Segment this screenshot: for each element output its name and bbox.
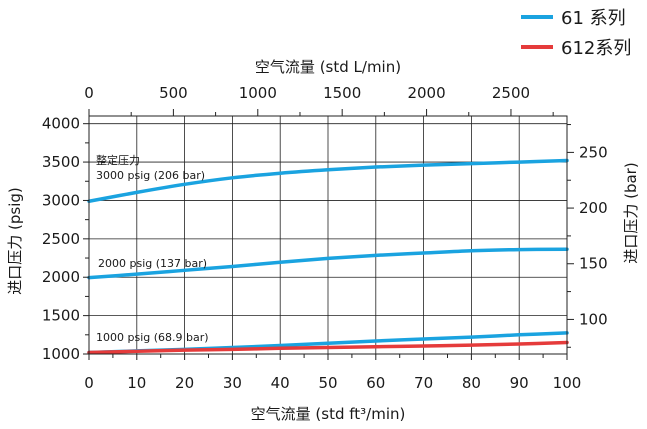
legend-label-612: 612系列 xyxy=(561,38,631,59)
series-line-612-1000psig xyxy=(87,340,569,355)
x-bottom-axis-title: 空气流量 (std ft³/min) xyxy=(251,405,406,423)
legend: 61 系列 612系列 xyxy=(521,8,631,59)
x-bottom-tick-label: 90 xyxy=(510,374,529,392)
x-bottom-tick-label: 100 xyxy=(553,374,582,392)
x-top-tick-label: 2500 xyxy=(492,84,530,102)
label-2000-psig: 2000 psig (137 bar) xyxy=(98,257,207,270)
y-left-tick-label: 1000 xyxy=(42,345,80,363)
y-right-axis-title: 进口压力 (bar) xyxy=(622,162,640,263)
y-left-tick-label: 1500 xyxy=(42,307,80,325)
y-right-tick-label: 200 xyxy=(579,199,608,217)
label-1000-psig: 1000 psig (68.9 bar) xyxy=(96,331,209,344)
x-top-tick-label: 2000 xyxy=(407,84,445,102)
y-right-tick-label: 100 xyxy=(579,310,608,328)
x-bottom-tick-label: 30 xyxy=(223,374,242,392)
grid xyxy=(89,116,567,354)
x-top-tick-label: 1000 xyxy=(239,84,277,102)
x-bottom-tick-label: 40 xyxy=(271,374,290,392)
x-bottom-tick-label: 0 xyxy=(84,374,94,392)
y-left-tick-label: 3000 xyxy=(42,191,80,209)
x-bottom-tick-label: 60 xyxy=(366,374,385,392)
set-pressure-heading: 整定压力 xyxy=(96,153,140,167)
x-bottom-tick-label: 70 xyxy=(414,374,433,392)
axes: 0 10 20 30 40 50 60 70 80 90 1000 500 1000 1500 2000 25… xyxy=(42,84,608,392)
series-layer xyxy=(87,158,569,355)
y-left-tick-label: 3500 xyxy=(42,153,80,171)
y-left-tick-label: 2500 xyxy=(42,230,80,248)
y-right-tick-label: 150 xyxy=(579,255,608,273)
x-top-tick-label: 1500 xyxy=(323,84,361,102)
legend-label-61: 61 系列 xyxy=(561,8,626,29)
label-3000-psig: 3000 psig (206 bar) xyxy=(96,169,205,182)
x-top-axis-title: 空气流量 (std L/min) xyxy=(255,58,401,76)
y-left-axis-title: 进口压力 (psig) xyxy=(6,187,24,295)
x-bottom-tick-label: 10 xyxy=(127,374,146,392)
series-line-61-3000psig xyxy=(87,158,569,203)
y-left-tick-label: 2000 xyxy=(42,268,80,286)
y-right-tick-label: 250 xyxy=(579,143,608,161)
x-top-tick-label: 0 xyxy=(84,84,94,102)
y-left-tick-label: 4000 xyxy=(42,115,80,133)
x-bottom-tick-label: 50 xyxy=(318,374,337,392)
x-bottom-tick-label: 80 xyxy=(462,374,481,392)
x-top-tick-label: 500 xyxy=(159,84,188,102)
x-bottom-tick-label: 20 xyxy=(175,374,194,392)
series-line-61-2000psig xyxy=(87,247,569,280)
